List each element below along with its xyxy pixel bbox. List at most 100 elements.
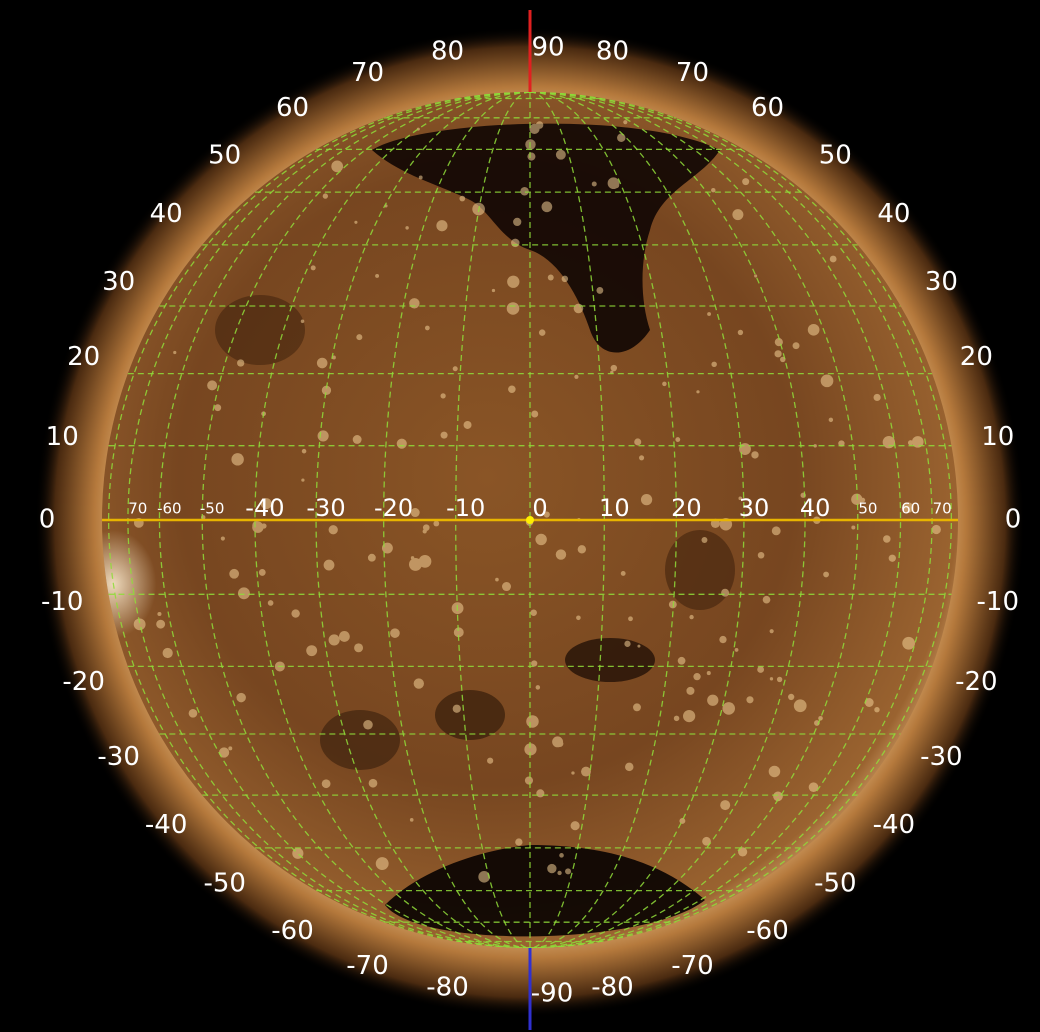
south-coronal-hole [385,845,705,937]
bright-feature [883,535,891,543]
bright-feature [452,704,461,713]
bright-feature [507,275,520,288]
bright-feature [639,455,645,461]
bright-feature [433,520,440,527]
north-pole-label: 90 [531,33,564,63]
bright-feature [706,671,711,676]
bright-feature [634,438,642,446]
bright-feature [754,274,758,278]
bright-feature [237,587,250,600]
bright-feature [860,497,866,503]
bright-feature [375,273,380,278]
bright-feature [757,551,765,559]
bright-feature [323,559,335,571]
bright-feature [506,302,520,315]
bright-feature [907,440,914,446]
bright-feature [328,634,340,646]
bright-feature [173,350,177,355]
bright-feature [535,685,541,690]
latitude-label-left: -70 [346,951,388,981]
bright-feature [828,417,834,423]
bright-feature [459,195,466,202]
bright-feature [707,694,719,706]
bright-feature [410,507,420,518]
bright-feature [679,817,686,824]
bright-feature [773,791,783,802]
bright-feature [133,618,146,631]
bright-feature [418,555,432,568]
bright-feature [478,871,490,883]
latitude-label-right: 60 [751,93,784,123]
bright-feature [742,178,750,186]
bright-feature [574,374,579,379]
latitude-label-right: 50 [819,141,852,171]
latitude-label-left: 70 [351,58,384,88]
bright-feature [625,762,634,772]
bright-feature [218,747,230,758]
bright-feature [322,193,329,199]
bright-feature [381,542,393,554]
bright-feature [774,350,782,358]
bright-feature [771,526,781,536]
latitude-label-left: 0 [39,505,56,535]
bright-feature [321,779,331,789]
bright-feature [624,640,631,647]
latitude-label-right: -60 [746,916,788,946]
bright-feature [535,533,547,546]
bright-feature [640,493,653,506]
bright-feature [418,175,423,180]
longitude-label: 70 [933,500,952,518]
bright-feature [491,288,496,293]
bright-feature [300,319,305,324]
bright-feature [390,628,400,638]
latitude-label-left: -20 [62,667,104,697]
bright-feature [576,615,581,621]
bright-feature [440,393,446,399]
bright-feature [356,334,363,341]
bright-feature [902,502,914,513]
bright-feature [628,616,633,622]
bright-feature [228,746,233,751]
bright-feature [738,847,748,857]
latitude-label-right: -10 [977,587,1019,617]
north-coronal-hole [372,123,720,353]
bright-feature [425,325,430,331]
bright-feature [751,451,759,459]
bright-feature [207,380,218,391]
bright-feature [436,220,448,232]
bright-feature [220,536,225,541]
center-marker [526,516,534,524]
bright-feature [617,133,626,142]
bright-feature [818,715,823,721]
bright-feature [547,863,557,874]
bright-feature [524,743,537,756]
bright-feature [541,201,553,213]
bright-feature [702,836,711,846]
bright-feature [637,644,641,648]
bright-feature [623,120,628,125]
bright-feature [261,523,267,529]
bright-feature [536,789,545,798]
bright-feature [409,818,414,822]
bright-feature [508,385,516,393]
bright-feature [719,635,727,644]
bright-feature [452,366,458,372]
bright-feature [317,430,329,442]
bright-feature [633,703,641,712]
bright-feature [363,719,373,730]
bright-feature [520,186,529,196]
bright-feature [570,821,580,831]
latitude-label-left: -80 [426,972,468,1002]
latitude-label-left: 20 [67,342,100,372]
bright-feature [746,696,754,704]
bright-feature [701,537,708,543]
bright-feature [596,286,604,294]
longitude-label: 0 [532,494,547,522]
bright-feature [453,627,464,638]
bright-feature [524,776,534,785]
bright-feature [495,577,499,582]
longitude-label: -60 [157,500,182,518]
bright-feature [888,554,896,562]
bright-feature [565,868,572,875]
bright-feature [409,298,420,309]
